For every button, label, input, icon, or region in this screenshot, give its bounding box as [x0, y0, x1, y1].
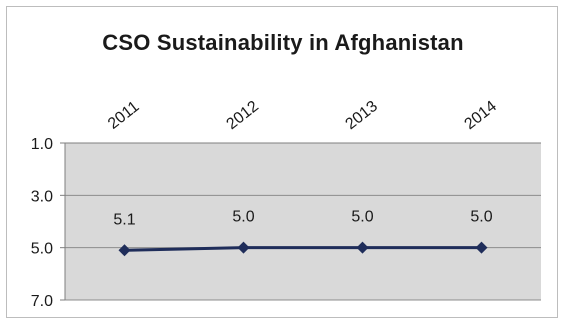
y-tick-label-2: 5.0	[31, 241, 53, 258]
data-point-2013	[356, 241, 369, 254]
data-label-2013: 5.0	[351, 209, 373, 226]
data-label-2014: 5.0	[470, 209, 492, 226]
y-tick-label-3: 7.0	[31, 293, 53, 310]
plot-area	[65, 143, 541, 300]
data-point-2012	[237, 241, 250, 254]
y-tick-label-0: 1.0	[31, 136, 53, 153]
x-tick-label-2011: 2011	[105, 98, 143, 133]
chart-title: CSO Sustainability in Afghanistan	[102, 30, 464, 55]
series-line-0	[124, 246, 482, 252]
data-point-2014	[475, 241, 488, 254]
x-tick-label-2012: 2012	[223, 98, 262, 133]
x-tick-label-2013: 2013	[342, 98, 381, 133]
data-label-2012: 5.0	[232, 209, 254, 226]
data-point-2011	[118, 244, 131, 257]
y-tick-label-1: 3.0	[31, 188, 53, 205]
data-label-2011: 5.1	[113, 211, 135, 228]
x-tick-label-2014: 2014	[461, 98, 500, 133]
